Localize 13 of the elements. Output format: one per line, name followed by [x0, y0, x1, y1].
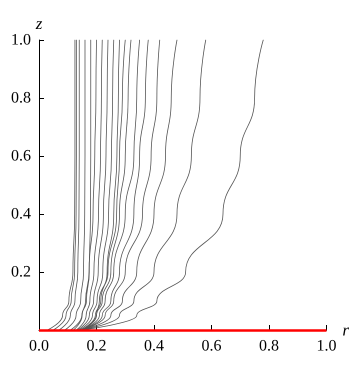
x-tick-label: 0.2: [86, 338, 106, 354]
y-tick-label: 0.2: [11, 264, 31, 280]
x-tick-label: 0.8: [258, 338, 279, 354]
y-axis-title: z: [34, 14, 43, 34]
y-tick-label: 0.8: [11, 90, 31, 106]
y-tick-label: 1.0: [11, 32, 31, 48]
x-tick-label: 1.0: [316, 338, 336, 354]
x-tick-label: 0.4: [144, 338, 164, 354]
x-tick-label: 0.0: [29, 338, 49, 354]
y-tick-label: 0.4: [11, 206, 31, 222]
y-tick-label: 0.6: [11, 148, 31, 164]
x-axis-title: r: [342, 320, 350, 340]
x-tick-label: 0.6: [201, 338, 222, 354]
